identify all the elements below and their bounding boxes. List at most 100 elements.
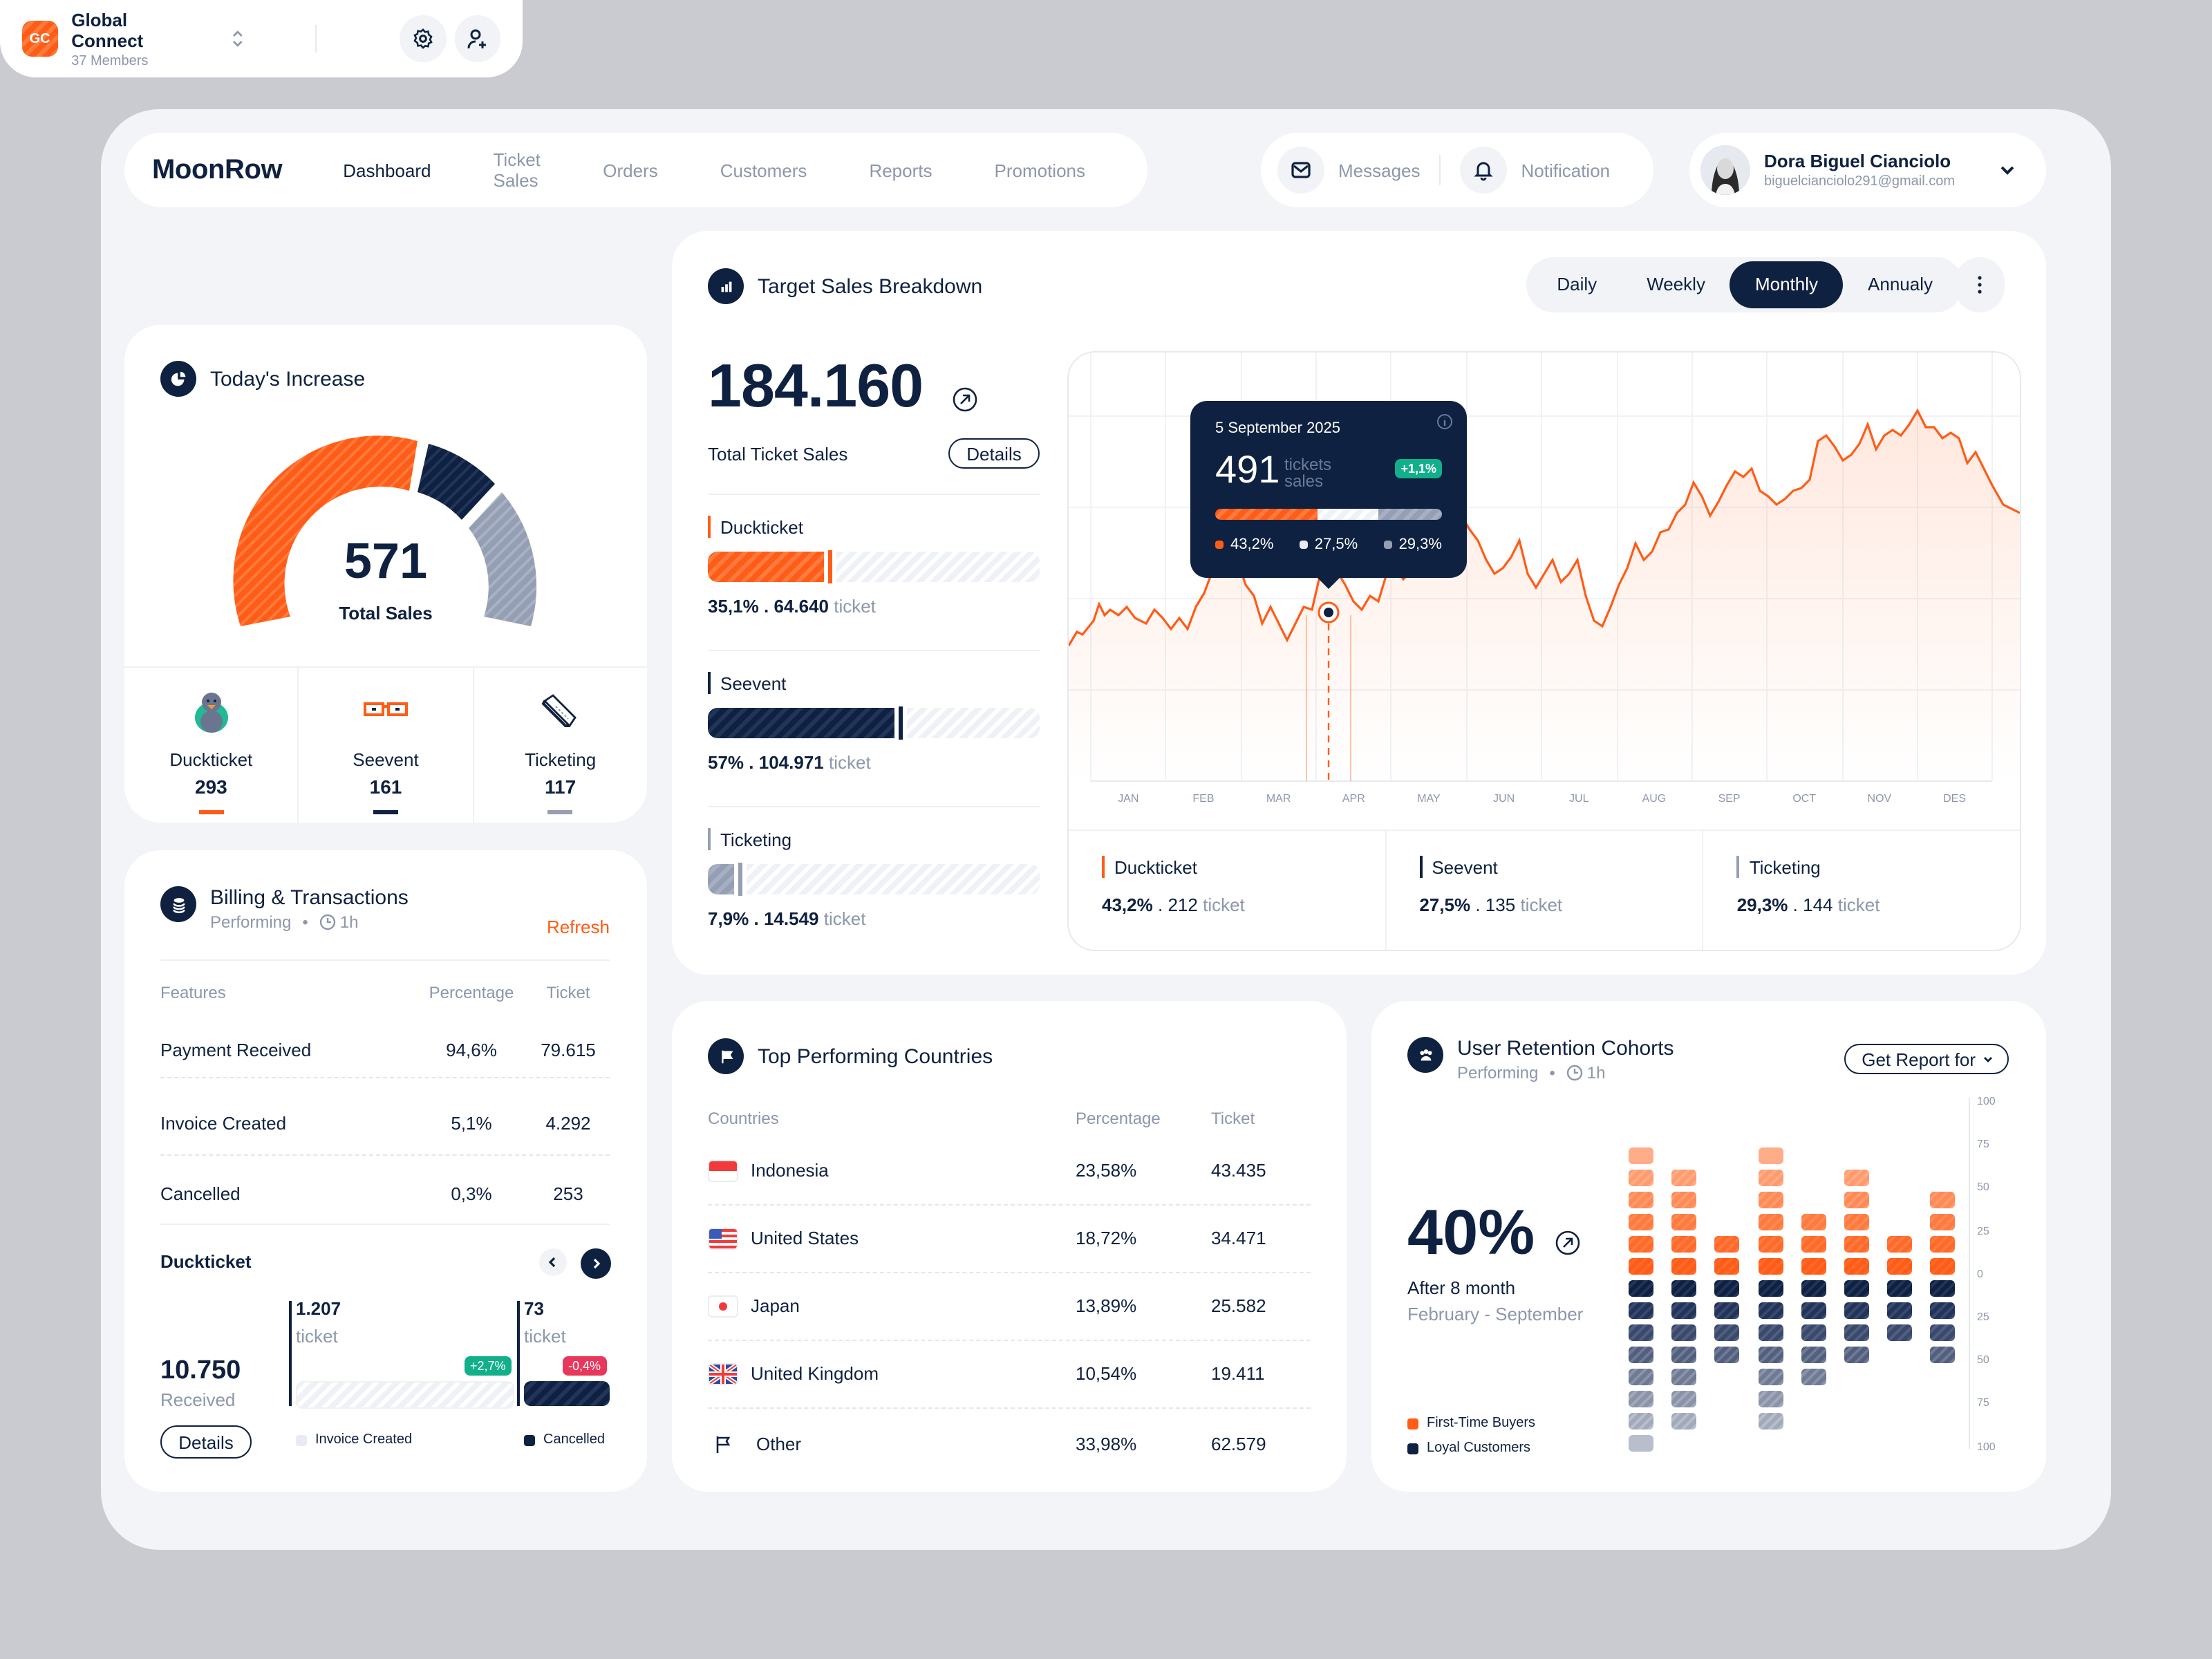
report-label: Get Report for	[1862, 1049, 1976, 1069]
nav-orders[interactable]: Orders	[603, 160, 658, 180]
tab-weekly[interactable]: Weekly	[1647, 274, 1705, 294]
tab-monthly[interactable]: Monthly	[1730, 261, 1844, 308]
cohort-cell	[1671, 1413, 1697, 1430]
more-options-button[interactable]	[1955, 257, 2005, 312]
nav-customers[interactable]: Customers	[720, 160, 807, 180]
avatar	[1700, 145, 1750, 195]
coins-icon	[160, 886, 196, 922]
tab-daily[interactable]: Daily	[1557, 274, 1597, 294]
feature-name: Invoice Created	[160, 1112, 287, 1133]
cohort-cell	[1714, 1324, 1740, 1341]
table-row[interactable]: Japan 13,89% 25.582	[708, 1272, 1311, 1341]
tab-annualy[interactable]: Annualy	[1868, 274, 1933, 294]
y-tick: 100	[1977, 1095, 1996, 1107]
prev-button[interactable]	[539, 1248, 567, 1276]
table-row[interactable]: Invoice Created 5,1% 4.292	[160, 1091, 610, 1156]
time-label: 1h	[339, 912, 359, 932]
divider	[315, 25, 317, 53]
brand-unit: ticket	[823, 908, 866, 929]
cohort-cell	[1671, 1236, 1697, 1253]
flag-outline-icon	[716, 1436, 731, 1452]
notification-button[interactable]: Notification	[1460, 147, 1611, 194]
progress-track	[747, 864, 1040, 894]
chevron-down-icon[interactable]	[1999, 162, 2016, 178]
legend-swatch	[524, 1434, 535, 1445]
chevron-right-icon	[593, 1258, 601, 1269]
details-button[interactable]: Details	[948, 438, 1040, 469]
cancel-unit: ticket	[524, 1326, 566, 1347]
percentage: 13,89%	[1076, 1295, 1137, 1316]
brand-name: Ticketing	[720, 829, 792, 850]
arrow-up-right-icon[interactable]	[953, 387, 977, 412]
cohort-cell	[1758, 1302, 1783, 1319]
ticket-count: 43.435	[1211, 1160, 1266, 1181]
arrow-up-right-icon[interactable]	[1555, 1230, 1580, 1255]
details-button[interactable]: Details	[160, 1425, 252, 1459]
legend-swatch	[1407, 1418, 1418, 1429]
table-row[interactable]: United Kingdom 10,54% 19.411	[708, 1340, 1311, 1409]
cohort-cell	[1629, 1214, 1653, 1230]
cohort-cell	[1758, 1324, 1783, 1341]
sales-line-chart[interactable]: JAN FEB MAR APR MAY JUN JUL AUG SEP OCT NOV DES 5 S…	[1067, 351, 2021, 951]
nav-ticket-sales[interactable]: Ticket Sales	[493, 149, 541, 191]
brand-value: 293	[194, 776, 227, 798]
notification-label: Notification	[1521, 160, 1611, 180]
table-row[interactable]: United States 18,72% 34.471	[708, 1204, 1311, 1273]
user-menu[interactable]: Dora Biguel Cianciolo biguelcianciolo291…	[1689, 133, 2046, 207]
divider	[1439, 155, 1441, 185]
chevron-left-icon	[548, 1257, 556, 1268]
brand-name: Seevent	[720, 673, 787, 693]
legend-name: Seevent	[1432, 856, 1498, 877]
cohort-cell	[1758, 1280, 1783, 1297]
nav-reports[interactable]: Reports	[869, 160, 932, 180]
cohort-cell	[1887, 1280, 1913, 1297]
nav-promotions[interactable]: Promotions	[994, 160, 1086, 180]
tooltip-unit: sales	[1284, 471, 1324, 491]
cohort-cell	[1629, 1236, 1653, 1253]
cohort-cell	[1629, 1347, 1653, 1363]
brand-pct: 35,1%	[708, 596, 759, 617]
brand-duckticket[interactable]: Duckticket 293	[124, 668, 299, 823]
cohort-cell	[1930, 1347, 1956, 1363]
country-name: Japan	[751, 1295, 800, 1316]
gear-icon	[413, 28, 433, 49]
table-row[interactable]: Cancelled 0,3% 253	[160, 1163, 610, 1225]
table-row[interactable]: Payment Received 94,6% 79.615	[160, 1022, 610, 1078]
cohort-cell	[1844, 1324, 1869, 1341]
brand-value: 64.640	[774, 596, 829, 617]
cohort-cell	[1844, 1258, 1869, 1275]
cohort-cell	[1629, 1170, 1653, 1186]
get-report-dropdown[interactable]: Get Report for	[1844, 1044, 2009, 1074]
cohort-cell	[1671, 1347, 1697, 1363]
performance-label: Performing	[210, 912, 292, 932]
info-icon[interactable]	[1436, 413, 1453, 430]
nav-dashboard[interactable]: Dashboard	[343, 160, 431, 180]
cohort-cell	[1629, 1435, 1653, 1452]
cohort-cell	[1930, 1258, 1956, 1275]
refresh-button[interactable]: Refresh	[546, 917, 610, 937]
brand-ticketing[interactable]: Ticketing 117	[474, 668, 647, 823]
ticket-count: 19.411	[1211, 1363, 1265, 1384]
legend-pct: 27,5%	[1419, 894, 1471, 915]
workspace-name: Global Connect	[71, 9, 144, 50]
messages-button[interactable]: Messages	[1277, 147, 1421, 194]
cohort-cell	[1930, 1280, 1956, 1297]
cohort-cell	[1758, 1369, 1783, 1385]
brand-seevent[interactable]: Seevent 161	[299, 668, 474, 823]
brand-progress-ticketing: Ticketing 7,9% . 14.549 ticket	[708, 828, 1040, 929]
brand-logo[interactable]: MoonRow	[152, 154, 283, 185]
progress-fill	[708, 864, 734, 894]
chevron-updown-icon[interactable]	[229, 28, 246, 50]
next-button[interactable]	[581, 1248, 611, 1279]
invoice-bar	[296, 1381, 514, 1409]
table-row[interactable]: Other 33,98% 62.579	[708, 1410, 1311, 1478]
table-row[interactable]: Indonesia 23,58% 43.435	[708, 1136, 1311, 1206]
workspace-switcher: GC Global Connect 37 Members	[0, 0, 523, 77]
indonesia-flag-icon	[708, 1159, 738, 1181]
add-user-button[interactable]	[454, 15, 500, 62]
legend-value: 135	[1485, 894, 1516, 915]
settings-button[interactable]	[400, 15, 446, 62]
cohort-cell	[1930, 1214, 1956, 1230]
after-label: After 8 month	[1407, 1277, 1516, 1298]
cohort-cell	[1844, 1170, 1869, 1186]
